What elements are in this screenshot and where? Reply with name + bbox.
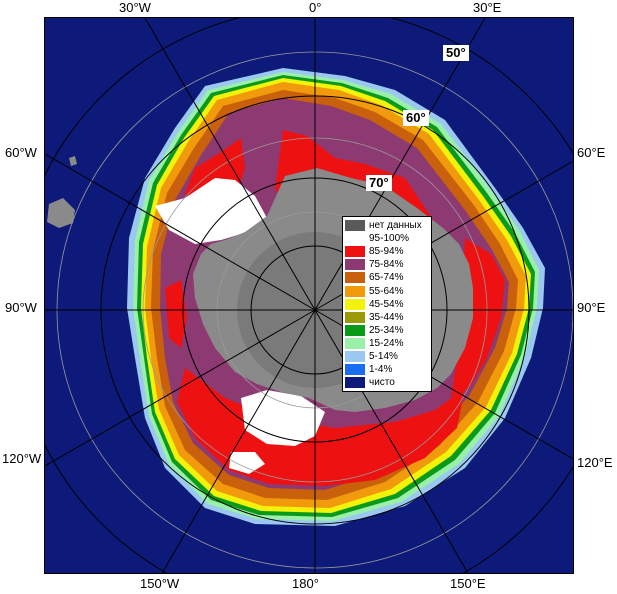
legend-swatch <box>345 220 365 232</box>
lon-label-60w: 60°W <box>5 145 37 160</box>
lon-label-60e: 60°E <box>577 145 606 160</box>
legend-item: 85-94% <box>345 245 431 258</box>
legend-item: 25-34% <box>345 324 431 337</box>
lon-label-120w: 120°W <box>2 451 42 466</box>
legend-swatch <box>345 377 365 389</box>
ice-patch-95-100-small <box>229 452 265 474</box>
legend-swatch <box>345 233 365 245</box>
legend-label: 25-34% <box>369 324 404 336</box>
meridian-60w <box>45 153 316 311</box>
legend: нет данных 95-100% 85-94% 75-84% 65-74% 55-64… <box>342 216 432 393</box>
lon-label-30w-top: 30°W <box>119 0 151 15</box>
ice-patch-95-100-weddell <box>155 178 267 244</box>
legend-item: 65-74% <box>345 271 431 284</box>
meridians <box>45 18 573 573</box>
lon-label-120e: 120°E <box>577 455 613 470</box>
lat-label-70: 70° <box>366 175 392 191</box>
legend-item: 95-100% <box>345 232 431 245</box>
legend-label: чисто <box>369 377 395 389</box>
legend-item: 75-84% <box>345 258 431 271</box>
lat-label-60: 60° <box>403 110 429 126</box>
legend-label: 85-94% <box>369 246 404 258</box>
land-islands <box>69 156 77 166</box>
lon-label-90w: 90°W <box>5 300 37 315</box>
lon-label-30e-top: 30°E <box>473 0 502 15</box>
legend-swatch <box>345 246 365 258</box>
legend-swatch <box>345 259 365 271</box>
lon-label-0-top: 0° <box>309 0 322 15</box>
lat-label-50: 50° <box>443 45 469 61</box>
legend-swatch <box>345 350 365 362</box>
lon-label-150e: 150°E <box>450 576 486 591</box>
legend-label: 35-44% <box>369 311 404 323</box>
legend-swatch <box>345 311 365 323</box>
legend-label: 65-74% <box>369 272 404 284</box>
legend-label: 5-14% <box>369 350 398 362</box>
legend-item: 5-14% <box>345 350 431 363</box>
legend-label: 55-64% <box>369 285 404 297</box>
legend-item: 45-54% <box>345 298 431 311</box>
ice-patch-95-100-ross <box>241 390 325 446</box>
meridian-30w <box>144 18 316 311</box>
legend-item: чисто <box>345 376 431 389</box>
sea-ice-map <box>45 18 573 573</box>
lon-label-150w: 150°W <box>140 576 180 591</box>
legend-item: 1-4% <box>345 363 431 376</box>
legend-label: 1-4% <box>369 364 393 376</box>
meridian-150e <box>314 309 469 573</box>
ice-patch-85-94-sw <box>165 280 187 348</box>
legend-item: 35-44% <box>345 311 431 324</box>
legend-item: 15-24% <box>345 337 431 350</box>
legend-swatch <box>345 298 365 310</box>
meridian-150w <box>161 309 316 573</box>
legend-label: 45-54% <box>369 298 404 310</box>
land-south-america <box>47 198 75 228</box>
lon-label-90e: 90°E <box>577 300 606 315</box>
legend-swatch <box>345 337 365 349</box>
legend-label: 75-84% <box>369 259 404 271</box>
meridian-120w <box>45 309 316 467</box>
legend-label: 95-100% <box>369 233 410 245</box>
legend-label: 15-24% <box>369 337 404 349</box>
map-frame <box>44 17 574 574</box>
legend-item: 55-64% <box>345 284 431 297</box>
legend-label: нет данных <box>369 220 422 232</box>
legend-item: нет данных <box>345 219 431 232</box>
legend-swatch <box>345 324 365 336</box>
legend-swatch <box>345 364 365 376</box>
legend-swatch <box>345 272 365 284</box>
legend-swatch <box>345 285 365 297</box>
lon-label-180: 180° <box>292 576 319 591</box>
